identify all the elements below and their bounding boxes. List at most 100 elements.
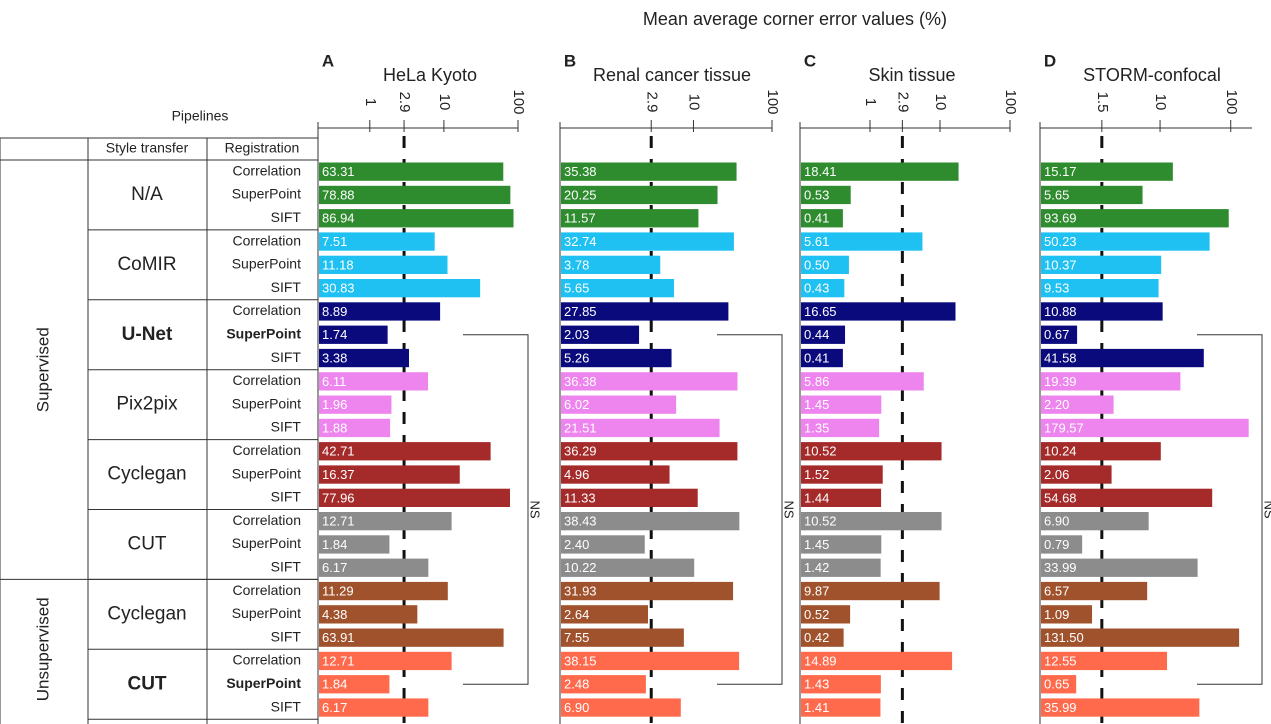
bar [561, 255, 661, 274]
value-label: 31.93 [564, 583, 597, 598]
bar [801, 675, 881, 694]
bar [319, 675, 390, 694]
registration-label: Correlation [233, 372, 301, 388]
bar [561, 698, 681, 717]
registration-label: Correlation [233, 302, 301, 318]
x-tick-label: 1.5 [1094, 92, 1111, 113]
value-label: 27.85 [564, 304, 597, 319]
value-label: 10.52 [804, 514, 837, 529]
ns-bracket [1197, 334, 1263, 685]
registration-label: Correlation [233, 162, 301, 178]
panel-letter: A [322, 51, 334, 70]
value-label: 0.52 [804, 607, 829, 622]
value-label: 0.65 [1044, 677, 1069, 692]
ns-bracket [463, 334, 529, 685]
bar [1041, 302, 1163, 321]
bar [801, 395, 882, 414]
value-label: 1.52 [804, 467, 829, 482]
registration-label: Correlation [233, 652, 301, 668]
value-label: 0.42 [804, 630, 829, 645]
value-label: 18.41 [804, 164, 837, 179]
bar [801, 325, 846, 344]
bar [801, 255, 849, 274]
x-tick-label: 10 [1152, 94, 1169, 111]
bar [561, 395, 677, 414]
bar [1041, 255, 1162, 274]
bar [1041, 675, 1077, 694]
registration-label: SIFT [271, 489, 302, 505]
bar [319, 628, 504, 647]
bar [1041, 185, 1143, 205]
bar [319, 651, 452, 671]
value-label: 1.41 [804, 700, 829, 715]
bar [801, 232, 923, 251]
registration-label: SIFT [271, 558, 302, 574]
x-tick-label: 1 [362, 98, 379, 106]
value-label: 38.43 [564, 514, 597, 529]
value-label: 1.45 [804, 537, 829, 552]
value-label: 16.65 [804, 304, 837, 319]
group-label: Supervised [33, 327, 52, 412]
value-label: 1.35 [804, 420, 829, 435]
value-label: 1.88 [322, 420, 347, 435]
bar [319, 581, 448, 601]
value-label: 63.31 [322, 164, 355, 179]
value-label: 12.55 [1044, 653, 1077, 668]
value-label: 0.79 [1044, 537, 1069, 552]
bar [801, 302, 956, 321]
bar [561, 675, 646, 694]
value-label: 4.38 [322, 607, 347, 622]
method-label: CUT [127, 533, 166, 554]
value-label: 9.53 [1044, 281, 1069, 296]
bar [1041, 162, 1173, 181]
x-tick-label: 10 [685, 94, 702, 111]
x-tick-label: 10 [436, 94, 453, 111]
registration-label: SuperPoint [232, 395, 301, 411]
value-label: 6.17 [322, 700, 347, 715]
value-label: 0.41 [804, 211, 829, 226]
x-tick-label: 2.9 [396, 92, 413, 113]
method-label: CoMIR [117, 254, 176, 275]
bar [319, 558, 429, 577]
value-label: 77.96 [322, 490, 355, 505]
method-label: U-Net [122, 324, 173, 345]
bar [801, 605, 851, 624]
value-label: 42.71 [322, 444, 355, 459]
annotation: NS [528, 500, 543, 518]
value-label: 179.57 [1044, 420, 1084, 435]
value-label: 5.65 [1044, 187, 1069, 202]
value-label: 2.48 [564, 677, 589, 692]
value-label: 6.11 [322, 374, 346, 389]
bar [801, 185, 851, 205]
bar [801, 279, 845, 298]
value-label: 7.55 [564, 630, 589, 645]
bar [319, 698, 429, 717]
bar [561, 232, 734, 251]
value-label: 0.44 [804, 327, 829, 342]
value-label: 35.99 [1044, 700, 1077, 715]
value-label: 3.78 [564, 257, 589, 272]
value-label: 11.29 [322, 583, 354, 598]
value-label: 2.03 [564, 327, 589, 342]
column-header: Registration [225, 140, 300, 156]
bar [1041, 535, 1083, 554]
bar [561, 302, 729, 321]
value-label: 1.45 [804, 397, 829, 412]
registration-label: SIFT [271, 279, 302, 295]
bar [319, 232, 435, 251]
bar [1041, 418, 1249, 438]
bar [561, 581, 734, 601]
bar [319, 279, 481, 298]
bar [1041, 325, 1078, 344]
bar [561, 442, 738, 461]
bar [801, 628, 844, 647]
bar [319, 348, 409, 368]
bar [1041, 558, 1198, 577]
value-label: 10.52 [804, 444, 837, 459]
registration-label: SuperPoint [232, 535, 301, 551]
value-label: 2.06 [1044, 467, 1069, 482]
value-label: 86.94 [322, 211, 355, 226]
bar [319, 209, 514, 228]
bar [801, 418, 880, 438]
panel-title: STORM-confocal [1083, 65, 1221, 85]
